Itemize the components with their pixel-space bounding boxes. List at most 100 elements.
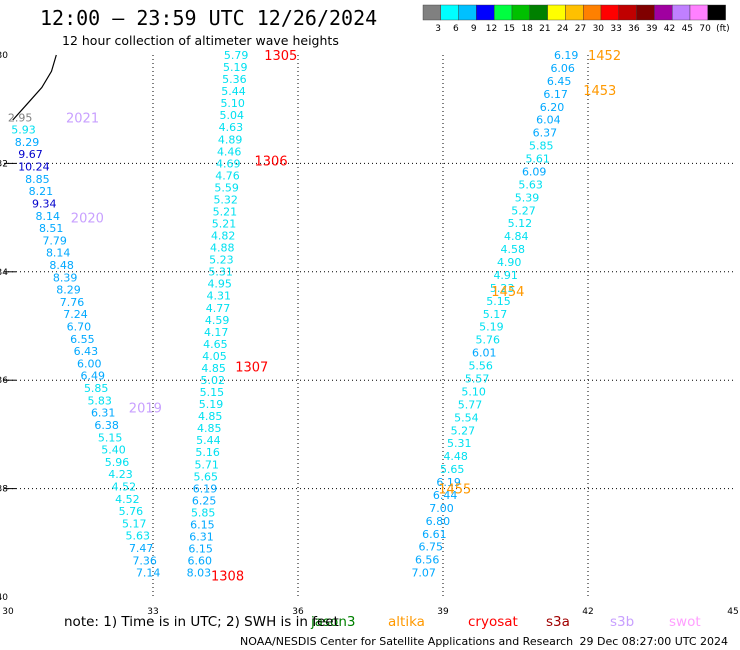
satellite-legend-item: s3b xyxy=(610,614,634,630)
time-label: 1455 xyxy=(438,483,471,498)
swh-value-label: 6.17 xyxy=(543,88,568,101)
swh-value-label: 6.55 xyxy=(70,333,95,346)
swh-value-label: 6.60 xyxy=(188,555,213,568)
swh-value-label: 4.52 xyxy=(112,481,137,494)
y-tick-label: -32 xyxy=(0,159,8,169)
swh-value-label: 5.54 xyxy=(454,411,479,424)
swh-value-label: 4.63 xyxy=(219,121,244,134)
x-tick-label: 30 xyxy=(2,607,14,617)
coastline xyxy=(12,54,57,121)
swh-value-label: 6.44 xyxy=(433,489,458,502)
swh-value-label: 5.27 xyxy=(451,424,476,437)
y-tick-label: -30 xyxy=(0,51,8,61)
color-swatch xyxy=(440,4,459,21)
swh-value-label: 5.19 xyxy=(199,398,224,411)
swh-value-label: 5.71 xyxy=(194,458,219,471)
swh-value-label: 8.51 xyxy=(39,222,64,235)
y-tick-label: -36 xyxy=(0,376,8,386)
swh-value-label: 5.63 xyxy=(518,178,543,191)
color-scale-label: 42 xyxy=(664,24,675,34)
swh-value-label: 8.85 xyxy=(25,173,50,186)
color-scale-label: (ft) xyxy=(716,24,730,34)
swh-value-label: 5.15 xyxy=(486,295,511,308)
swh-value-label: 5.76 xyxy=(119,505,144,518)
swh-value-label: 5.85 xyxy=(529,140,554,153)
swh-value-label: 6.49 xyxy=(81,370,106,383)
swh-value-label: 5.19 xyxy=(223,61,248,74)
color-scale-label: 9 xyxy=(471,24,477,34)
satellite-legend-item: jason3 xyxy=(310,614,355,630)
y-tick-label: -34 xyxy=(0,268,8,278)
swh-value-label: 8.21 xyxy=(29,185,54,198)
time-label: 1305 xyxy=(264,49,297,64)
swh-value-label: 5.17 xyxy=(483,308,508,321)
swh-value-label: 4.58 xyxy=(501,243,526,256)
color-scale-label: 15 xyxy=(504,24,515,34)
swh-value-label: 7.24 xyxy=(63,308,88,321)
swh-value-label: 5.23 xyxy=(490,282,515,295)
swh-value-label: 7.79 xyxy=(42,234,67,247)
color-swatch xyxy=(689,4,708,21)
color-scale-label: 6 xyxy=(453,24,459,34)
swh-value-label: 5.27 xyxy=(511,204,536,217)
swh-value-label: 5.85 xyxy=(84,382,109,395)
satellite-legend: jason3 altika cryosat s3a s3b swot xyxy=(310,614,701,630)
swh-value-label: 5.96 xyxy=(105,456,130,469)
swh-value-label: 5.85 xyxy=(191,506,216,519)
color-scale-label: 45 xyxy=(682,24,693,34)
color-swatch xyxy=(672,4,691,21)
swh-value-label: 4.69 xyxy=(216,157,241,170)
swh-value-label: 5.15 xyxy=(200,386,225,399)
chart-title: 12:00 — 23:59 UTC 12/26/2024 xyxy=(40,6,377,30)
x-tick-label: 39 xyxy=(437,607,449,617)
swh-value-label: 5.76 xyxy=(476,334,501,347)
swh-value-label: 4.90 xyxy=(497,256,522,269)
swh-value-label: 6.43 xyxy=(74,345,99,358)
swh-value-label: 6.06 xyxy=(550,62,575,75)
swh-value-label: 4.88 xyxy=(210,242,235,255)
swh-value-label: 6.01 xyxy=(472,347,497,360)
swh-value-label: 6.09 xyxy=(522,166,547,179)
swh-value-label: 4.76 xyxy=(215,169,240,182)
coastline-line xyxy=(12,54,57,121)
satellite-legend-item: altika xyxy=(388,614,425,630)
swh-value-label: 5.04 xyxy=(220,109,245,122)
swh-value-label: 10.24 xyxy=(18,161,50,174)
swh-value-label: 8.03 xyxy=(187,567,212,580)
swh-value-label: 8.29 xyxy=(15,136,40,149)
swh-value-label: 4.48 xyxy=(443,450,468,463)
time-label: 1306 xyxy=(255,155,288,170)
swh-value-label: 5.56 xyxy=(468,360,493,373)
time-labels: 2021 2020 2019 1305 1306 1307 1308 1452 1453 1454… xyxy=(66,49,621,584)
color-swatch xyxy=(476,4,495,21)
color-swatch xyxy=(494,4,513,21)
x-tick-label: 45 xyxy=(727,607,738,617)
y-tick-label: -40 xyxy=(0,593,8,603)
swh-value-label: 5.10 xyxy=(461,385,486,398)
swh-value-label: 4.52 xyxy=(115,493,140,506)
satellite-legend-item: swot xyxy=(669,614,701,630)
color-swatch xyxy=(583,4,602,21)
chart-subtitle: 12 hour collection of altimeter wave hei… xyxy=(62,33,339,48)
swh-value-label: 6.45 xyxy=(547,75,572,88)
swh-value-label: 5.44 xyxy=(221,85,246,98)
color-swatch xyxy=(458,4,477,21)
swh-value-label: 5.40 xyxy=(101,444,126,457)
swh-value-label: 5.15 xyxy=(98,431,123,444)
swh-value-label: 4.17 xyxy=(204,326,229,339)
swh-value-label: 5.16 xyxy=(195,446,220,459)
time-label: 2020 xyxy=(71,212,104,227)
swh-value-label: 7.00 xyxy=(429,502,454,515)
color-swatch xyxy=(529,4,548,21)
y-tick-label: -38 xyxy=(0,485,8,495)
color-swatch xyxy=(707,4,726,21)
swh-value-label: 6.31 xyxy=(189,531,214,544)
swh-value-label: 4.84 xyxy=(504,230,529,243)
swh-value-label: 2.95 xyxy=(8,111,33,124)
swh-value-label: 8.29 xyxy=(56,284,81,297)
time-label: 1308 xyxy=(211,569,244,584)
color-scale-label: 36 xyxy=(628,24,640,34)
color-scale-legend: 3 6 9 12 15 18 21 24 27 30 33 36 39 42 45 70 (ft) xyxy=(422,4,730,34)
color-scale-label: 30 xyxy=(593,24,605,34)
swh-value-label: 6.25 xyxy=(192,494,217,507)
